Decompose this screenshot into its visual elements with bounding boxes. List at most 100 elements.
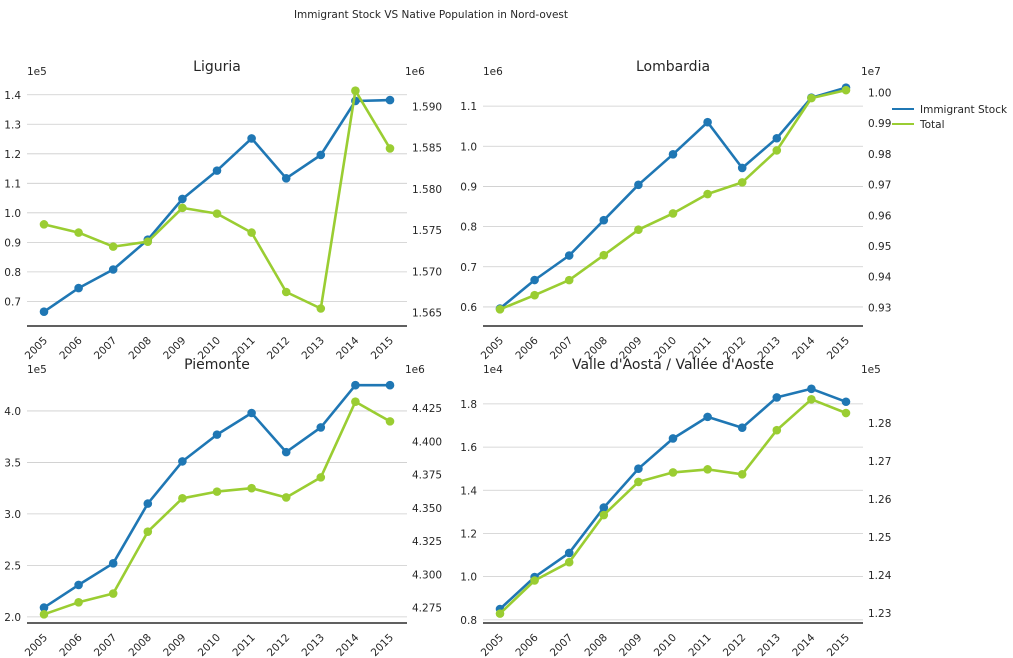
x-tick-label: 2006 [57,334,85,362]
data-point-total [807,395,816,404]
data-point-immigrant-stock [599,503,609,512]
x-tick-label: 2015 [825,632,852,658]
data-point-immigrant-stock [316,150,326,160]
data-point-immigrant-stock [247,408,256,418]
x-tick-label: 2007 [548,632,575,658]
panel-title: Liguria [193,59,241,75]
data-point-total [281,287,291,297]
data-point-immigrant-stock [634,464,643,473]
data-point-immigrant-stock [108,559,118,568]
x-tick-label: 2015 [825,335,852,362]
data-point-immigrant-stock [212,166,222,175]
data-point-immigrant-stock [737,423,747,432]
data-point-immigrant-stock [178,457,187,466]
right-tick-label: 1.28 [868,418,891,430]
x-tick-label: 2010 [196,632,223,658]
series-line-immigrant-stock [499,86,847,310]
right-tick-label: 4.350 [412,503,442,515]
x-tick-label: 2006 [513,631,541,658]
data-point-immigrant-stock [74,283,83,293]
data-point-immigrant-stock [564,548,574,558]
left-tick-label: 3.5 [4,457,21,469]
data-point-immigrant-stock [772,393,782,402]
data-point-total [39,220,49,229]
left-tick-label: 0.6 [460,302,477,314]
data-point-immigrant-stock [564,251,574,260]
panel-0: 0.7 0.8 0.9 1.0 1.1 1.2 1.3 1.4 1.565 1.570 1.575 1… [4,59,442,362]
data-point-total [737,470,747,479]
left-tick-label: 3.0 [4,509,21,521]
left-tick-label: 0.9 [460,181,477,193]
data-point-total [772,146,782,155]
x-tick-label: 2013 [756,632,783,658]
left-tick-label: 1.6 [460,442,477,454]
data-point-total [385,144,395,153]
data-point-total [599,510,609,520]
right-tick-label: 0.96 [868,210,892,222]
x-tick-label: 2005 [23,335,50,362]
x-tick-label: 2007 [92,335,119,362]
data-point-immigrant-stock [178,194,187,204]
right-tick-label: 0.93 [868,302,891,314]
data-point-total [247,228,256,237]
data-point-total [703,189,712,199]
right-tick-label: 0.99 [868,118,891,130]
data-point-total [108,242,118,251]
right-axis-exponent: 1e5 [861,364,881,376]
data-point-immigrant-stock [247,134,256,143]
right-tick-label: 4.375 [412,470,442,482]
data-point-total [74,598,83,607]
right-tick-label: 1.24 [868,570,892,582]
left-axis-exponent: 1e5 [27,364,47,376]
data-point-total [74,228,83,237]
x-tick-label: 2012 [721,632,748,658]
right-tick-label: 0.94 [868,272,892,284]
left-tick-label: 0.7 [460,262,477,274]
x-tick-label: 2015 [369,632,396,658]
x-tick-label: 2013 [300,632,327,658]
figure-title: Immigrant Stock VS Native Population in … [294,9,568,21]
data-point-immigrant-stock [212,430,222,439]
data-point-total [143,237,153,246]
x-tick-label: 2011 [230,632,257,658]
data-point-total [737,178,747,187]
data-point-immigrant-stock [634,180,643,190]
right-tick-label: 1.565 [412,308,442,320]
right-tick-label: 0.95 [868,241,891,253]
x-tick-label: 2011 [686,632,713,658]
left-tick-label: 1.4 [460,485,477,497]
right-tick-label: 4.400 [412,436,442,448]
right-tick-label: 0.98 [868,149,891,161]
left-tick-label: 1.8 [460,399,477,411]
x-tick-label: 2008 [127,632,154,658]
left-tick-label: 2.0 [4,612,21,624]
left-tick-label: 0.7 [4,296,21,308]
right-tick-label: 1.585 [412,143,442,155]
data-point-total [599,250,609,260]
x-tick-label: 2005 [23,632,50,658]
data-point-total [495,609,505,618]
left-tick-label: 0.8 [460,222,477,234]
right-tick-label: 1.27 [868,456,891,468]
data-point-total [564,275,574,285]
legend-label: Total [919,119,945,131]
data-point-immigrant-stock [703,117,712,127]
data-point-immigrant-stock [807,384,816,394]
data-point-immigrant-stock [74,580,83,590]
data-point-total [281,493,291,502]
x-tick-label: 2014 [790,631,818,658]
panel-1: 0.6 0.7 0.8 0.9 1.0 1.1 0.93 0.94 0.95 0.96 0.97 0.… [460,59,891,362]
right-tick-label: 1.00 [868,87,891,99]
series-line-immigrant-stock [43,383,390,609]
x-tick-label: 2006 [57,631,85,658]
data-point-total [564,557,574,567]
data-point-immigrant-stock [385,95,395,105]
data-point-total [634,225,643,235]
chart-panels: 0.7 0.8 0.9 1.0 1.1 1.2 1.3 1.4 1.565 1.570 1.575 1… [4,59,891,658]
legend-label: Immigrant Stock [920,104,1008,116]
left-tick-label: 1.0 [4,208,21,220]
right-tick-label: 1.580 [412,184,442,196]
data-point-total [351,397,360,406]
data-point-immigrant-stock [316,423,326,432]
x-tick-label: 2010 [652,632,679,658]
